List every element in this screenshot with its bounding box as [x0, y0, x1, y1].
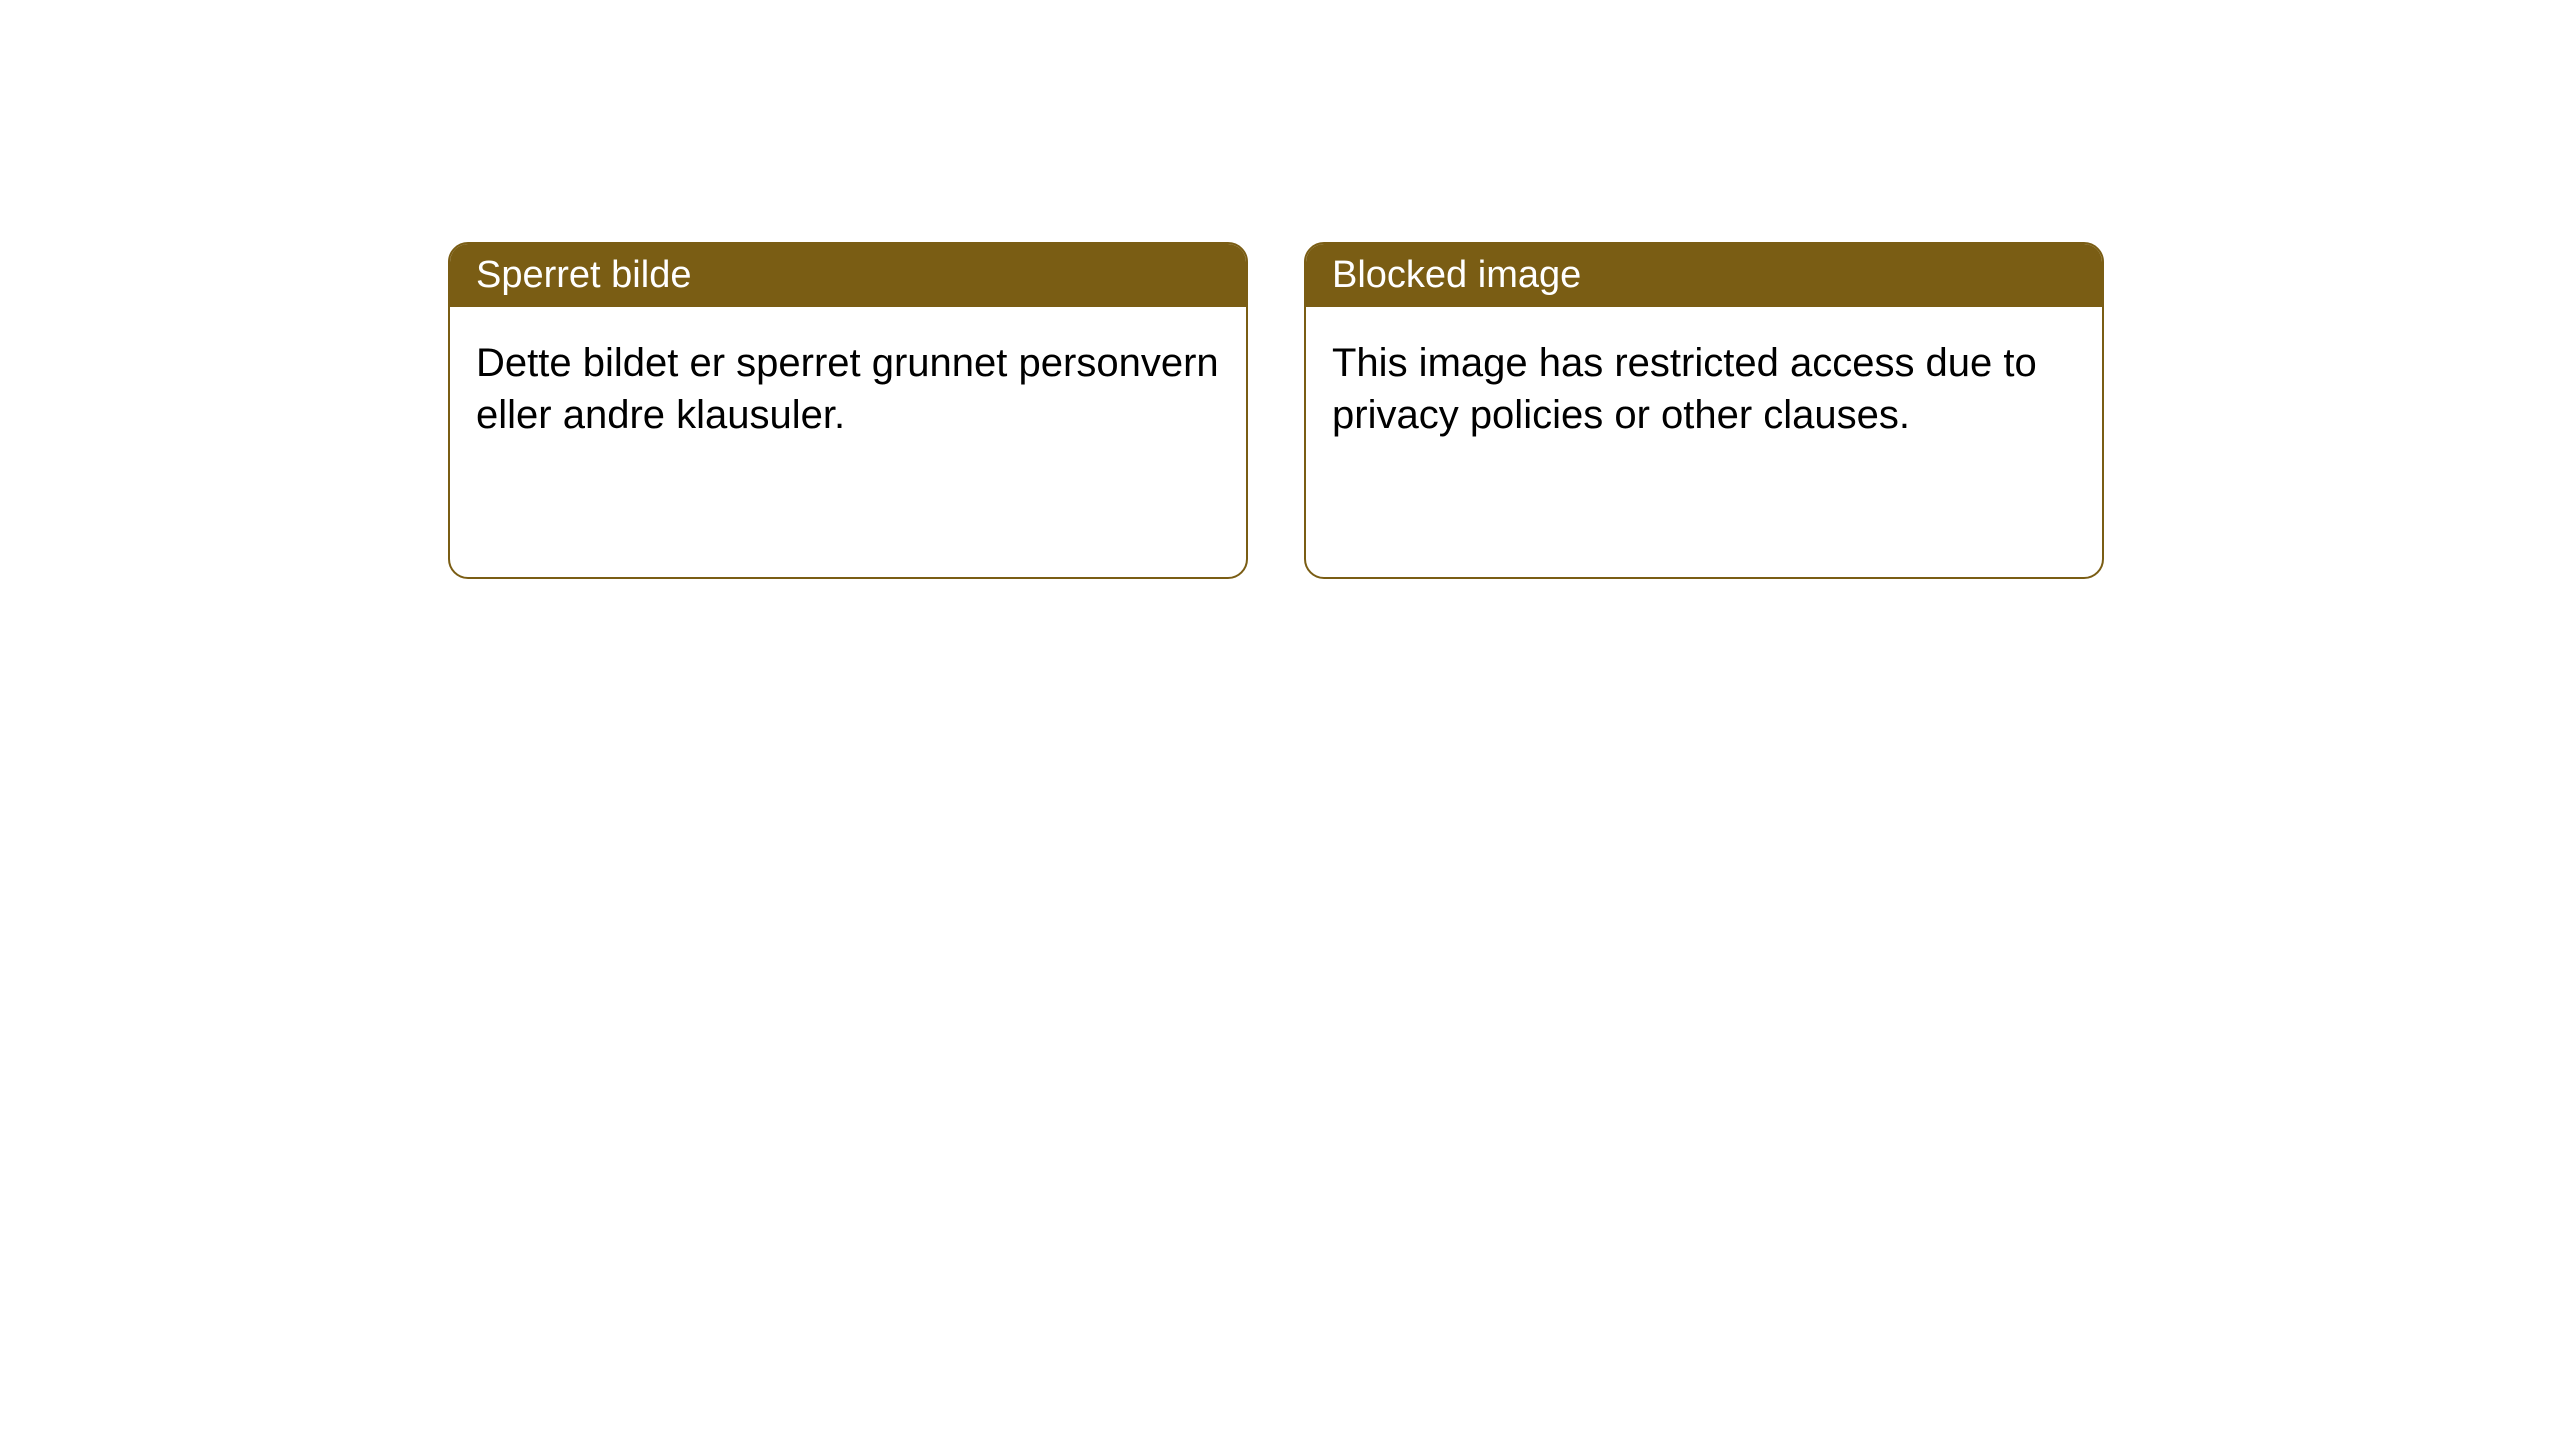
notice-body-text: Dette bildet er sperret grunnet personve…: [476, 341, 1219, 437]
notice-title: Sperret bilde: [476, 254, 691, 296]
notice-header: Sperret bilde: [450, 244, 1246, 307]
notice-container: Sperret bilde Dette bildet er sperret gr…: [448, 242, 2104, 579]
notice-card-norwegian: Sperret bilde Dette bildet er sperret gr…: [448, 242, 1248, 579]
notice-body: This image has restricted access due to …: [1306, 307, 2102, 577]
notice-header: Blocked image: [1306, 244, 2102, 307]
notice-body: Dette bildet er sperret grunnet personve…: [450, 307, 1246, 577]
notice-title: Blocked image: [1332, 254, 1581, 296]
notice-body-text: This image has restricted access due to …: [1332, 341, 2037, 437]
notice-card-english: Blocked image This image has restricted …: [1304, 242, 2104, 579]
